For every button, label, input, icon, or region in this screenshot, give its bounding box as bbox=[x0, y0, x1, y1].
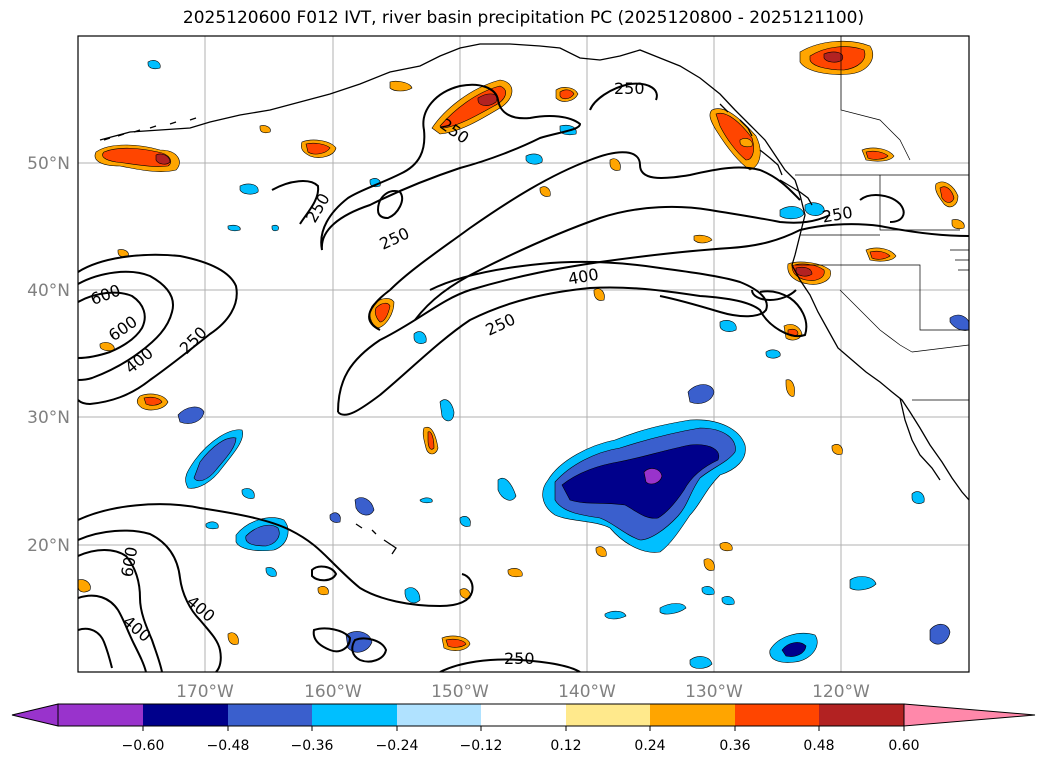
coastlines bbox=[99, 43, 969, 555]
colorbar-tick-label: 0.48 bbox=[803, 738, 834, 754]
ivt-label: 250 bbox=[504, 649, 535, 668]
colorbar-extend-high bbox=[903, 703, 1036, 727]
colorbar-bin bbox=[566, 704, 650, 726]
colorbar-bin bbox=[735, 704, 819, 726]
colorbar-bin bbox=[397, 704, 481, 726]
graticule bbox=[78, 36, 969, 672]
colorbar-tick-label: −0.48 bbox=[207, 738, 250, 754]
colorbar-bin bbox=[58, 704, 143, 726]
colorbar-tick-label: −0.36 bbox=[291, 738, 334, 754]
colorbar-tick-label: 0.12 bbox=[550, 738, 581, 754]
ivt-250-north bbox=[320, 83, 582, 251]
lat-tick-40n: 40°N bbox=[27, 281, 70, 301]
ivt-600-west bbox=[78, 291, 146, 359]
map-frame bbox=[77, 35, 970, 673]
map-panel: 250 250 250 250 250 250 250 250 400 400 … bbox=[77, 35, 970, 673]
lon-tick-170w: 170°W bbox=[176, 682, 234, 702]
ivt-250-west bbox=[78, 253, 238, 406]
colorbar-bin bbox=[650, 704, 735, 726]
ivt-contours bbox=[78, 82, 969, 672]
ivt-600-southwest bbox=[78, 549, 163, 672]
colorbar-ticks bbox=[142, 726, 905, 731]
ivt-250-bottom bbox=[439, 658, 581, 672]
colorbar-tick-labels: −0.60 −0.48 −0.36 −0.24 −0.12 0.12 0.24 … bbox=[122, 738, 920, 754]
political-borders bbox=[795, 36, 969, 401]
lon-tick-120w: 120°W bbox=[812, 682, 870, 702]
ivt-400-southwest bbox=[78, 529, 222, 672]
colorbar-bin bbox=[819, 704, 904, 726]
aleutian-islands bbox=[103, 117, 197, 141]
colorbar-tick-label: 0.60 bbox=[888, 738, 919, 754]
alaska-coast bbox=[99, 43, 796, 181]
colorbar-tick-label: −0.24 bbox=[376, 738, 419, 754]
lat-tick-50n: 50°N bbox=[27, 154, 70, 174]
na-west-coast bbox=[791, 179, 969, 501]
vancouver-island bbox=[779, 179, 813, 206]
lon-tick-130w: 130°W bbox=[685, 682, 743, 702]
lon-tick-140w: 140°W bbox=[558, 682, 616, 702]
precip-negative-regions bbox=[147, 60, 969, 669]
colorbar-extend-low bbox=[11, 703, 59, 727]
colorbar-tick-label: 0.36 bbox=[719, 738, 750, 754]
colorbar-bin bbox=[312, 704, 397, 726]
ivt-250-main bbox=[337, 223, 969, 413]
colorbar-tick-label: −0.12 bbox=[460, 738, 503, 754]
lon-tick-150w: 150°W bbox=[431, 682, 489, 702]
map-title: 2025120600 F012 IVT, river basin precipi… bbox=[182, 8, 865, 28]
lat-tick-20n: 20°N bbox=[27, 536, 70, 556]
map-background bbox=[78, 36, 969, 672]
colorbar-bin bbox=[143, 704, 228, 726]
ivt-label: 250 bbox=[614, 79, 645, 98]
ivt-250-southwest bbox=[78, 503, 474, 608]
colorbar-tick-label: 0.24 bbox=[634, 738, 665, 754]
lon-tick-labels: 170°W 160°W 150°W 140°W 130°W 120°W bbox=[176, 682, 870, 702]
precip-positive-regions bbox=[78, 40, 965, 651]
canada-coast-islands bbox=[719, 103, 783, 176]
colorbar-bin bbox=[228, 704, 312, 726]
baja-peninsula bbox=[899, 397, 941, 481]
hawaii-islands bbox=[355, 523, 397, 555]
lat-tick-labels: 50°N 40°N 30°N 20°N bbox=[27, 154, 70, 556]
colorbar: −0.60 −0.48 −0.36 −0.24 −0.12 0.12 0.24 … bbox=[11, 703, 1036, 754]
colorbar-tick-label: −0.60 bbox=[122, 738, 165, 754]
lat-tick-30n: 30°N bbox=[27, 408, 70, 428]
ivt-400-west bbox=[78, 270, 174, 381]
colorbar-bin bbox=[481, 704, 566, 726]
lon-tick-160w: 160°W bbox=[304, 682, 362, 702]
